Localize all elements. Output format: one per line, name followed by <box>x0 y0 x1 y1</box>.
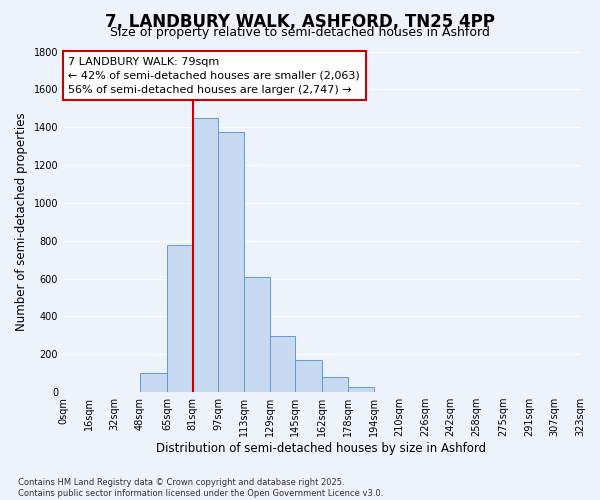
Text: Contains HM Land Registry data © Crown copyright and database right 2025.
Contai: Contains HM Land Registry data © Crown c… <box>18 478 383 498</box>
Text: 7 LANDBURY WALK: 79sqm
← 42% of semi-detached houses are smaller (2,063)
56% of : 7 LANDBURY WALK: 79sqm ← 42% of semi-det… <box>68 56 360 94</box>
Bar <box>348 388 374 392</box>
Bar <box>167 246 193 392</box>
X-axis label: Distribution of semi-detached houses by size in Ashford: Distribution of semi-detached houses by … <box>157 442 487 455</box>
Bar <box>218 132 244 392</box>
Text: Size of property relative to semi-detached houses in Ashford: Size of property relative to semi-detach… <box>110 26 490 39</box>
Text: 7, LANDBURY WALK, ASHFORD, TN25 4PP: 7, LANDBURY WALK, ASHFORD, TN25 4PP <box>105 12 495 30</box>
Y-axis label: Number of semi-detached properties: Number of semi-detached properties <box>15 112 28 331</box>
Bar <box>322 377 348 392</box>
Bar <box>193 118 218 392</box>
Bar <box>244 276 269 392</box>
Bar <box>295 360 322 392</box>
Bar <box>140 373 167 392</box>
Bar <box>269 336 295 392</box>
